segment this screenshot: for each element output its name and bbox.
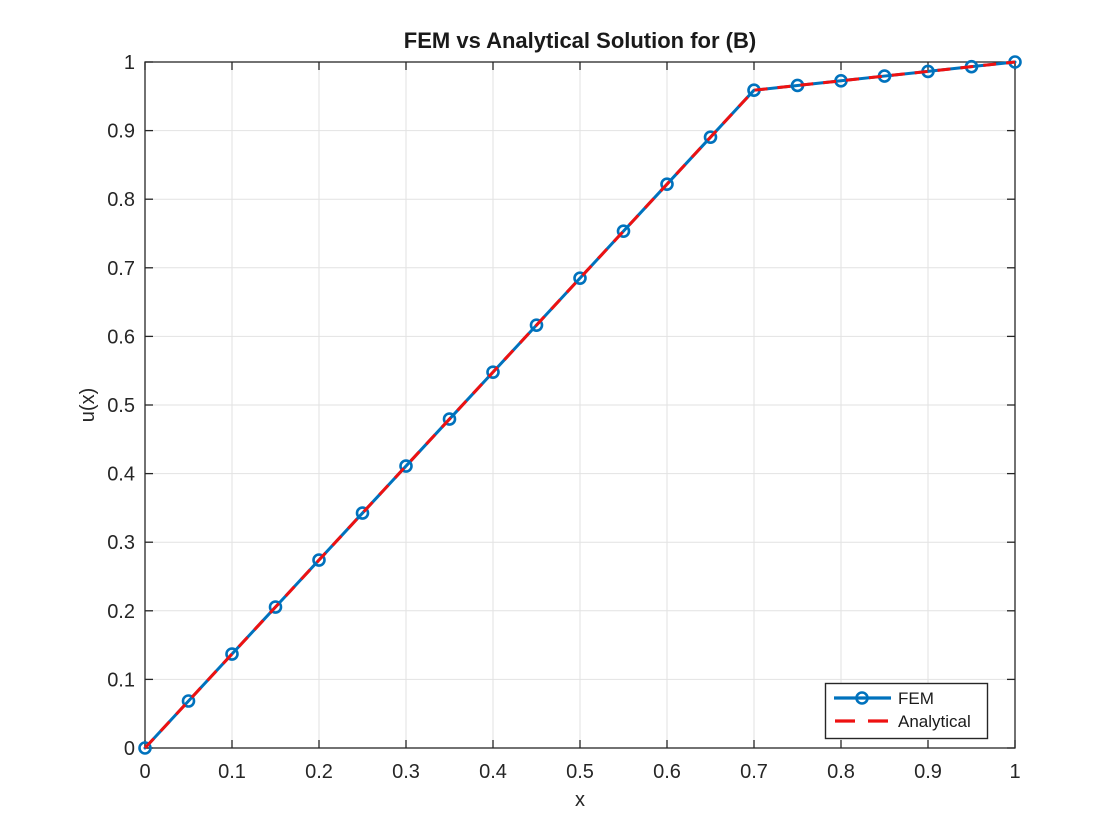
fem-data-marker [573,271,587,285]
fem-data-marker [442,412,457,426]
fem-legend-label: FEM [898,689,934,708]
series-layer [138,55,1022,755]
x-tick-label: 0.3 [392,761,420,783]
x-tick-label: 0.9 [914,761,942,783]
fem-data-marker [660,177,674,191]
chart-title: FEM vs Analytical Solution for (B) [404,28,756,53]
x-tick-label: 0.1 [218,761,246,783]
x-tick-label: 0.7 [740,761,768,783]
fem-data-marker [399,459,413,473]
x-tick-label: 1 [1009,761,1020,783]
y-tick-label: 0.7 [107,258,135,280]
fem-legend-marker-sample [855,691,869,705]
fem-data-marker [703,130,718,144]
fem-data-marker [268,600,283,614]
analytical-line [143,60,1016,750]
x-tick-label: 0.2 [305,761,333,783]
y-tick-label: 0.3 [107,532,135,554]
y-tick-label: 0.4 [107,464,135,486]
x-tick-label: 0 [139,761,150,783]
y-tick-label: 0.8 [107,189,135,211]
axes-layer [144,61,1016,749]
fem-data-marker [355,506,370,520]
x-tick-label: 0.6 [653,761,681,783]
fem-data-marker [486,365,500,379]
grid-layer [144,61,1016,749]
x-tick-label: 0.8 [827,761,855,783]
x-tick-label: 0.4 [479,761,507,783]
y-tick-label: 0.5 [107,395,135,417]
fem-data-marker [312,553,326,567]
y-axis-label: u(x) [77,388,99,422]
y-tick-label: 0.9 [107,121,135,143]
fem-data-marker [225,647,239,661]
y-tick-label: 0.2 [107,601,135,623]
legend-box [824,682,989,740]
y-tick-label: 1 [124,52,135,74]
fem-data-marker [616,224,631,238]
tick-label-layer: 0 0.1 0.2 0.3 0.4 0.5 0.6 0.7 0.8 0.9 1 0 0.1 0.2 0.3 0… [107,52,1020,783]
x-tick-label: 0.5 [566,761,594,783]
analytical-legend-label: Analytical [898,712,971,731]
x-axis-label: x [575,789,585,811]
fem-data-marker [529,318,544,332]
fem-data-marker [181,694,196,708]
legend: FEM Analytical [824,682,989,740]
y-tick-label: 0.1 [107,669,135,691]
fem-data-marker [138,741,152,755]
y-tick-label: 0 [124,738,135,760]
y-tick-label: 0.6 [107,326,135,348]
